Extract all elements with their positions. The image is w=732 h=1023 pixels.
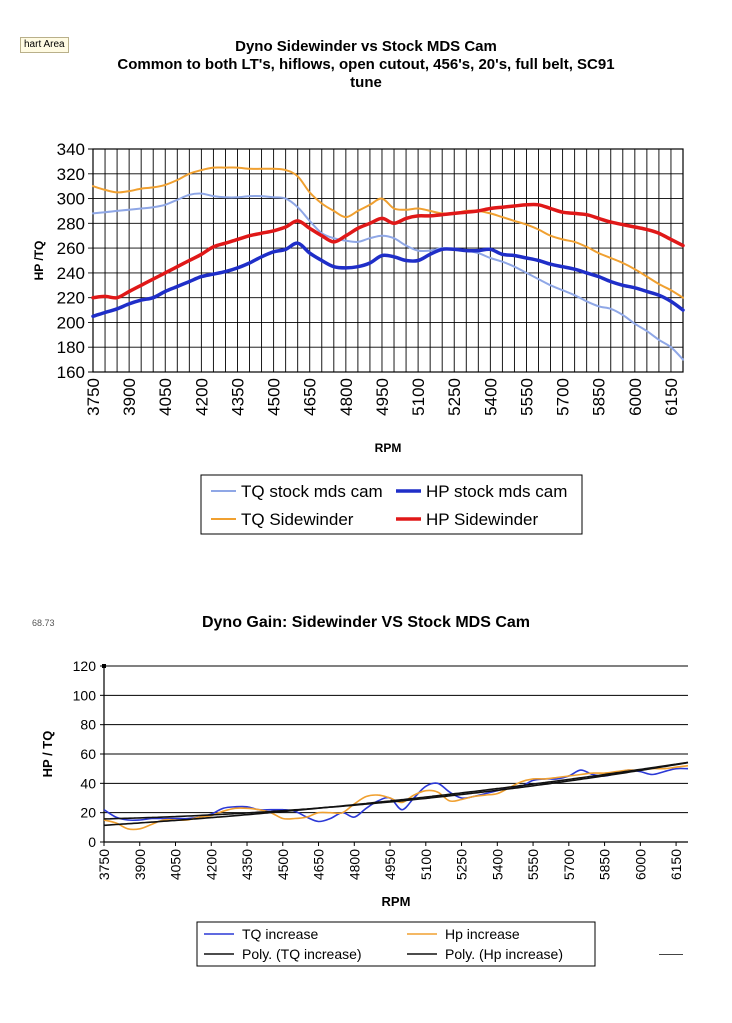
chart2-legend-label: TQ increase [242,926,318,942]
chart2-x-tick-label: 4200 [203,849,219,880]
chart1-x-tick-label: 4050 [156,378,175,416]
chart2-x-tick-label: 4500 [275,849,291,880]
chart1-x-axis-label: RPM [375,441,402,455]
chart1-y-tick-label: 240 [57,264,85,283]
chart1-y-tick-label: 340 [57,140,85,159]
chart1-y-axis-label: HP /TQ [32,241,46,281]
chart2-x-tick-label: 4050 [168,849,184,880]
chart1-x-tick-label: 5850 [590,378,609,416]
chart2-y-tick-label: 80 [80,717,96,733]
stray-divider [659,954,683,955]
chart2-legend [196,921,596,967]
chart2-x-tick-label: 6150 [668,849,684,880]
chart2-x-tick-label: 4800 [346,849,362,880]
chart2-legend-label: Poly. (TQ increase) [242,946,362,962]
chart1-x-tick-label: 5550 [517,378,536,416]
chart1-y-tick-label: 260 [57,239,85,258]
chart1-x-tick-label: 4350 [228,378,247,416]
chart2-x-tick-label: 4650 [311,849,327,880]
chart1-x-tick-label: 4200 [192,378,211,416]
chart1-x-tick-label: 3750 [84,378,103,416]
chart2-y-tick-label: 120 [73,658,97,674]
chart2-x-tick-label: 3750 [96,849,112,880]
chart1-legend-label: TQ Sidewinder [241,510,354,529]
chart1-y-tick-label: 220 [57,289,85,308]
chart2-series-poly-hp-increase [103,761,689,827]
chart2-y-tick-label: 100 [73,687,97,703]
chart1-series-tq-stock-mds-cam [92,192,684,361]
chart2-y-tick-label: 60 [80,746,96,762]
chart2-y-tick-label: 20 [80,805,96,821]
chart1-x-tick-label: 4950 [373,378,392,416]
chart2-series-poly-tq-increase [103,761,689,820]
chart1-y-tick-label: 160 [57,363,85,382]
chart2-axis-handle [102,664,106,668]
chart-area-tooltip: hart Area [20,37,69,53]
chart1-y-tick-label: 180 [57,338,85,357]
chart2-x-tick-label: 4950 [382,849,398,880]
chart1-y-tick-label: 320 [57,165,85,184]
chart1-series-hp-sidewinder [91,202,685,300]
chart1-x-tick-label: 5700 [554,378,573,416]
chart1-legend [200,474,583,535]
chart2-x-tick-label: 5850 [597,849,613,880]
chart1-series-tq-sidewinder [92,166,684,299]
chart2-y-tick-label: 0 [88,834,96,850]
chart1-x-tick-label: 6150 [662,378,681,416]
chart2-x-tick-label: 6000 [632,849,648,880]
chart2-x-axis-label: RPM [382,894,411,909]
chart1-x-tick-label: 4500 [265,378,284,416]
chart1-plot: 160 180 200 220 240 260 280 300 320 340 3750 3900 40… [32,140,685,535]
chart1-x-tick-label: 4800 [337,378,356,416]
chart2-y-axis-label: HP / TQ [40,731,55,778]
chart2-x-tick-label: 5550 [525,849,541,880]
chart1-y-tick-label: 300 [57,190,85,209]
chart2-x-tick-label: 5250 [454,849,470,880]
chart1-legend-label: HP Sidewinder [426,510,538,529]
chart1-title-line-3: tune [350,74,382,91]
chart1-x-tick-label: 6000 [626,378,645,416]
chart1-x-tick-label: 5100 [409,378,428,416]
chart2-x-tick-label: 5700 [561,849,577,880]
chart1-title-line-1: Dyno Sidewinder vs Stock MDS Cam [235,38,497,55]
chart2-title: Dyno Gain: Sidewinder VS Stock MDS Cam [201,614,531,631]
chart1-x-tick-label: 5250 [445,378,464,416]
chart1-x-tick-label: 5400 [481,378,500,416]
chart1-title: Dyno Sidewinder vs Stock MDS Cam Common … [0,38,732,92]
chart1-x-tick-label: 3900 [120,378,139,416]
chart2-y-tick-label: 40 [80,775,96,791]
chart1-series-hp-stock-mds-cam [91,241,685,319]
clipped-label: 68.73 [32,618,55,628]
chart1-y-tick-label: 200 [57,313,85,332]
chart2-x-tick-label: 3900 [132,849,148,880]
chart2-x-tick-label: 5400 [489,849,505,880]
chart2-legend-label: Hp increase [445,926,520,942]
chart1-title-line-2: Common to both LT's, hiflows, open cutou… [117,56,615,73]
chart2-x-tick-label: 4350 [239,849,255,880]
chart1-x-tick-label: 4650 [301,378,320,416]
chart1-y-tick-label: 280 [57,214,85,233]
chart1-legend-label: HP stock mds cam [426,482,567,501]
chart1-legend-label: TQ stock mds cam [241,482,383,501]
chart2-legend-label: Poly. (Hp increase) [445,946,563,962]
chart2-x-tick-label: 5100 [418,849,434,880]
